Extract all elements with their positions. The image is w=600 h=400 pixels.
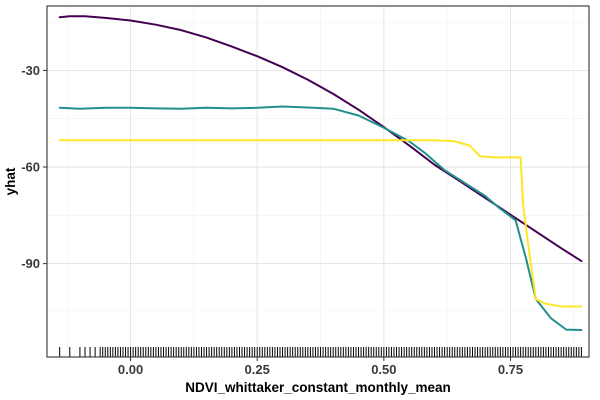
y-tick-label: -30	[21, 63, 40, 78]
x-tick-label: 0.50	[371, 362, 396, 377]
x-tick-label: 0.25	[245, 362, 270, 377]
x-tick-label: 0.75	[498, 362, 523, 377]
y-tick-label: -90	[21, 256, 40, 271]
x-axis-title: NDVI_whittaker_constant_monthly_mean	[185, 380, 451, 395]
y-axis-title: yhat	[3, 167, 18, 195]
rug-marks	[60, 347, 582, 357]
y-tick-label: -60	[21, 160, 40, 175]
x-tick-label: 0.00	[118, 362, 143, 377]
